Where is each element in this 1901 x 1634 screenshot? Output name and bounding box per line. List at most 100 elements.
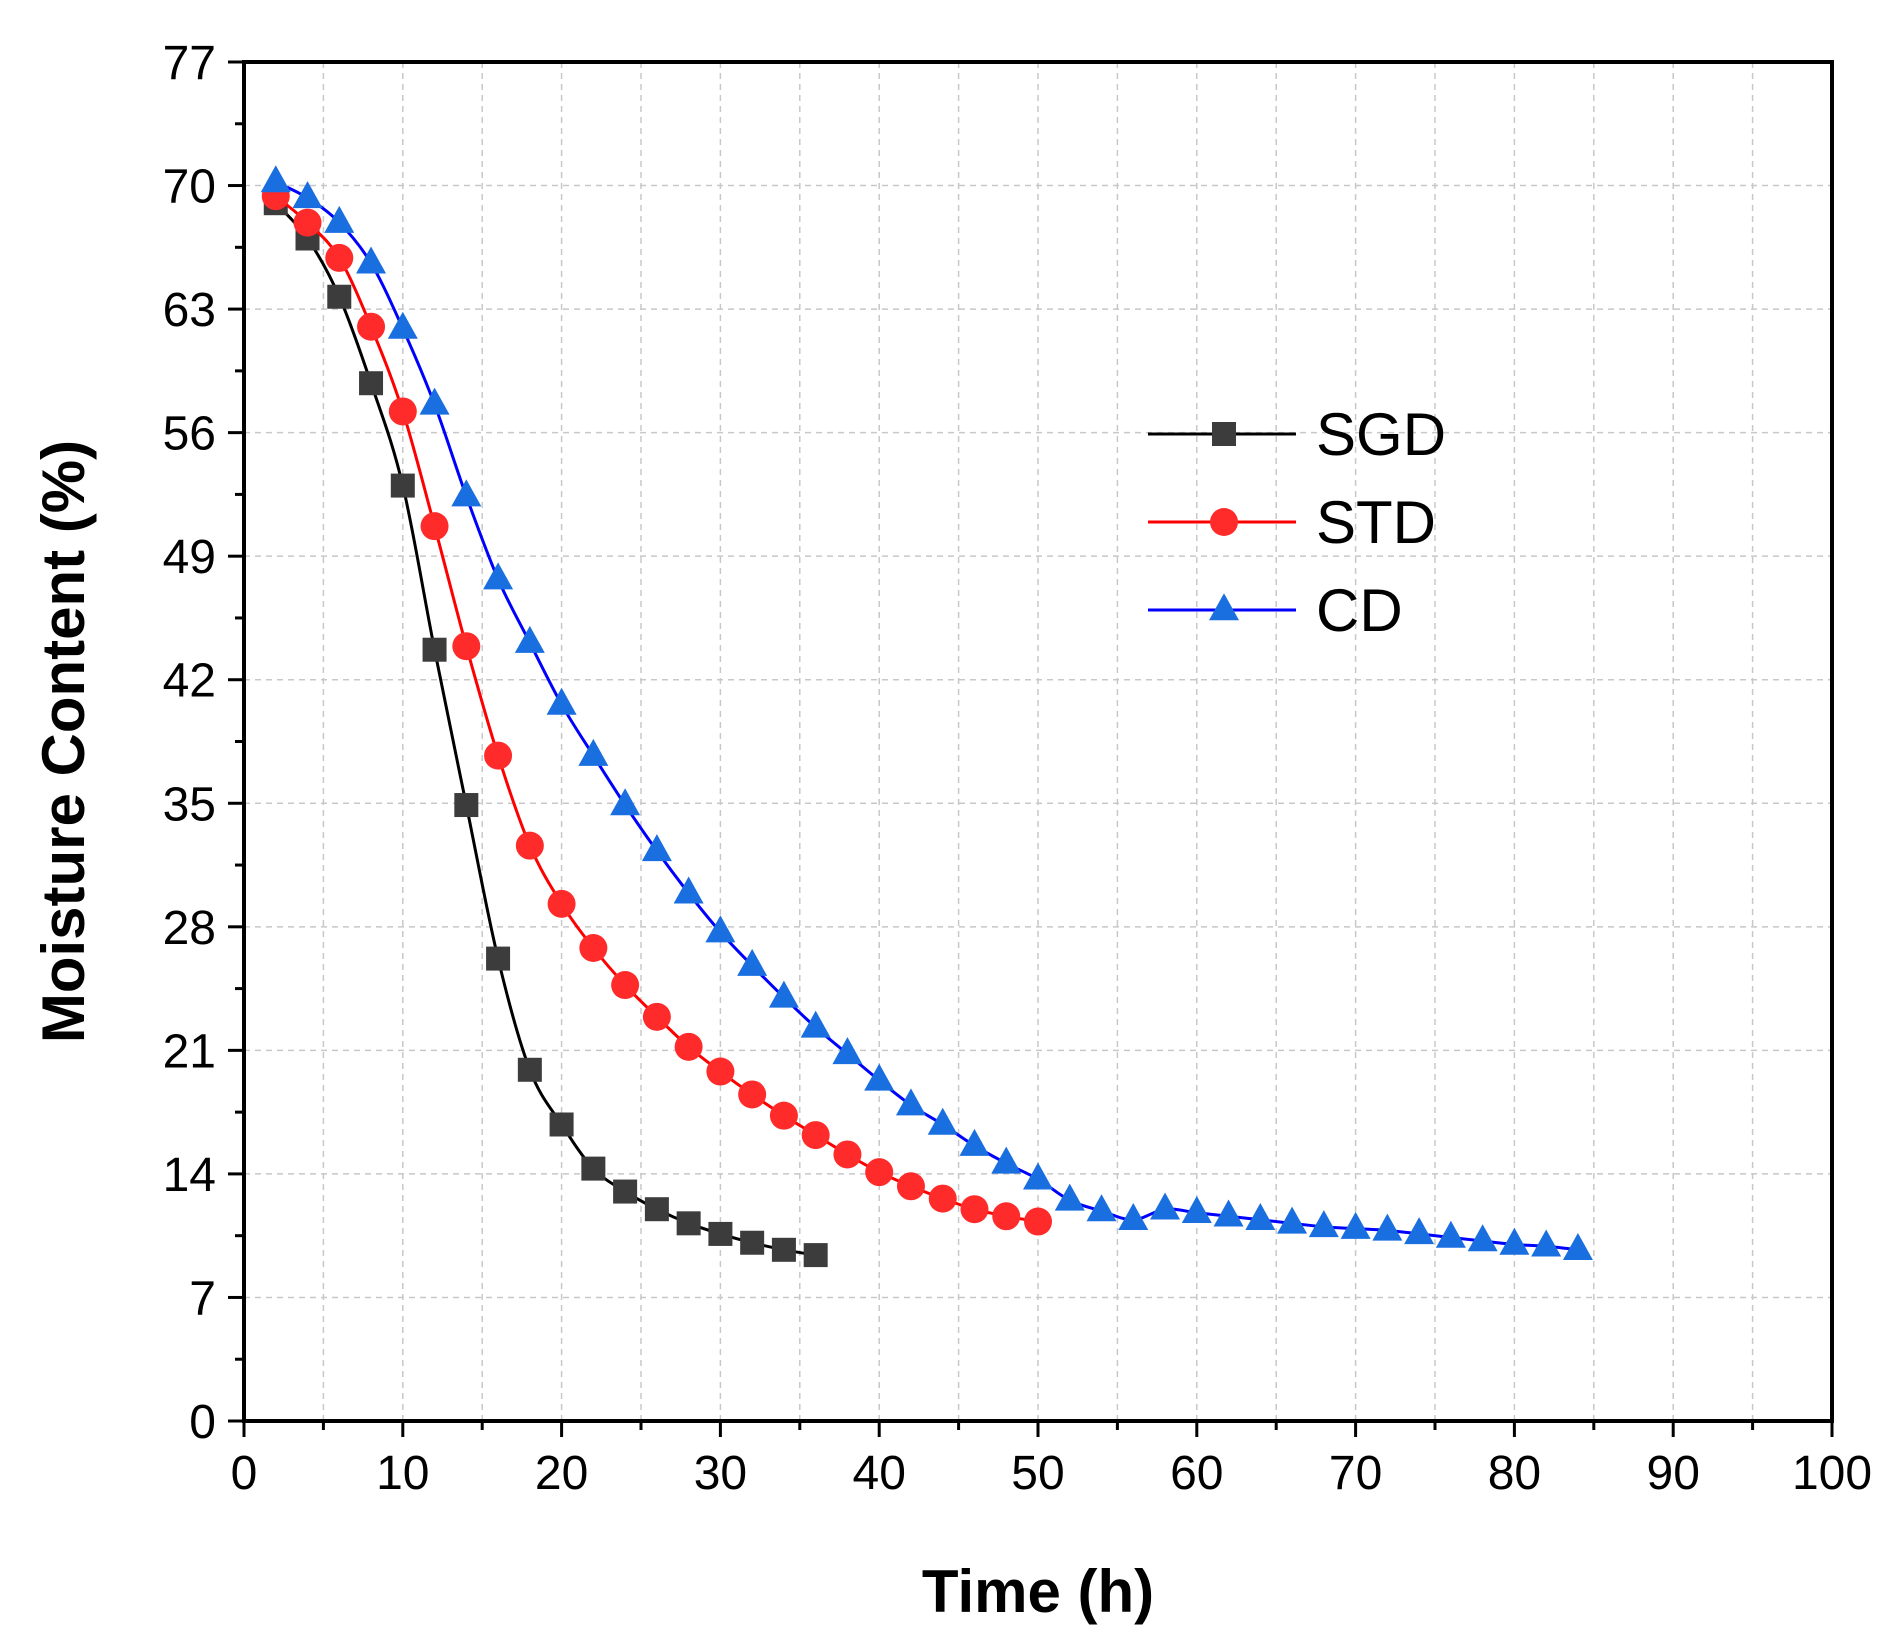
point-cd: [387, 311, 418, 339]
point-sgd: [486, 946, 511, 971]
x-tick-labels: 0 10 20 30 40 50 60 70 80 90 100: [231, 1447, 1872, 1500]
point-std: [515, 831, 544, 860]
y-tick-label: 14: [163, 1149, 216, 1202]
x-tick-label: 100: [1792, 1447, 1872, 1500]
point-cd: [1023, 1162, 1053, 1190]
y-tick-label: 0: [189, 1396, 216, 1449]
point-sgd: [644, 1197, 669, 1222]
point-cd: [927, 1107, 958, 1135]
point-cd: [832, 1037, 863, 1065]
point-std: [769, 1101, 798, 1130]
point-std: [833, 1140, 862, 1169]
y-tick-label: 21: [163, 1025, 216, 1078]
point-std: [865, 1158, 894, 1187]
y-tick-label: 35: [163, 778, 216, 831]
legend-symbol: [1209, 593, 1239, 621]
point-cd: [292, 181, 323, 209]
point-std: [547, 889, 576, 918]
point-std: [801, 1121, 830, 1150]
point-sgd: [390, 473, 415, 498]
point-cd: [1245, 1203, 1276, 1231]
point-cd: [1531, 1229, 1562, 1257]
point-cd: [419, 387, 450, 415]
legend-label-cd: CD: [1316, 577, 1403, 644]
point-cd: [514, 625, 545, 653]
x-tick-label: 70: [1329, 1447, 1382, 1500]
point-sgd: [549, 1112, 574, 1137]
point-std: [357, 312, 386, 341]
point-cd: [1372, 1213, 1403, 1241]
y-tick-label: 7: [189, 1272, 216, 1325]
point-cd: [895, 1088, 926, 1116]
point-std: [928, 1184, 957, 1213]
point-sgd: [422, 637, 447, 662]
series-std: [261, 182, 1052, 1236]
x-tick-label: 60: [1170, 1447, 1223, 1500]
legend-symbol: [1212, 422, 1236, 446]
y-tick-label: 56: [163, 408, 216, 461]
point-cd: [864, 1063, 895, 1091]
point-sgd: [581, 1156, 606, 1181]
point-cd: [737, 948, 768, 976]
legend-marker-sgd: [1212, 422, 1236, 446]
point-cd: [768, 980, 799, 1008]
point-cd: [1435, 1220, 1466, 1248]
x-tick-label: 0: [231, 1447, 258, 1500]
point-cd: [1308, 1210, 1339, 1238]
y-tick-label: 63: [163, 284, 216, 337]
point-sgd: [327, 284, 352, 309]
point-cd: [1086, 1194, 1117, 1222]
x-tick-label: 30: [694, 1447, 747, 1500]
point-cd: [705, 915, 736, 943]
point-cd: [991, 1146, 1022, 1174]
y-tick-label: 49: [163, 531, 216, 584]
point-std: [706, 1057, 735, 1086]
x-tick-label: 20: [535, 1447, 588, 1500]
legend-marker-std: [1210, 508, 1238, 536]
point-cd: [1404, 1217, 1435, 1245]
legend-item-sgd: SGD: [1148, 401, 1446, 468]
y-tick-label: 77: [163, 37, 216, 90]
legend-symbol: [1210, 508, 1238, 536]
x-tick-label: 90: [1647, 1447, 1700, 1500]
point-std: [896, 1172, 925, 1201]
point-cd: [1118, 1203, 1149, 1231]
point-cd: [959, 1128, 990, 1156]
point-std: [992, 1202, 1021, 1231]
point-cd: [1181, 1195, 1212, 1223]
point-cd: [1054, 1183, 1085, 1211]
y-tick-label: 42: [163, 655, 216, 708]
point-cd: [800, 1010, 831, 1038]
grid-lines: [244, 62, 1832, 1421]
point-cd: [356, 246, 387, 274]
point-std: [674, 1032, 703, 1061]
legend-label-std: STD: [1316, 489, 1436, 556]
point-cd: [1562, 1233, 1593, 1261]
point-std: [452, 632, 481, 661]
legend-marker-cd: [1209, 593, 1239, 621]
x-tick-label: 50: [1011, 1447, 1064, 1500]
point-sgd: [359, 371, 384, 396]
x-tick-label: 80: [1488, 1447, 1541, 1500]
legend-item-std: STD: [1148, 489, 1436, 556]
point-sgd: [803, 1243, 828, 1268]
legend-item-cd: CD: [1148, 577, 1403, 644]
axis-ticks: [228, 60, 1834, 1437]
point-cd: [260, 165, 291, 193]
point-std: [293, 208, 322, 237]
legend: SGD STD CD: [1148, 401, 1446, 644]
y-tick-label: 70: [163, 161, 216, 214]
point-cd: [1467, 1224, 1498, 1252]
point-cd: [1277, 1206, 1308, 1234]
point-sgd: [454, 793, 479, 818]
point-sgd: [613, 1179, 638, 1204]
x-tick-label: 10: [376, 1447, 429, 1500]
point-cd: [673, 876, 704, 904]
point-std: [325, 243, 354, 272]
series-cd: [260, 165, 1593, 1261]
point-cd: [578, 738, 609, 766]
point-cd: [1340, 1211, 1371, 1239]
point-sgd: [517, 1057, 542, 1082]
